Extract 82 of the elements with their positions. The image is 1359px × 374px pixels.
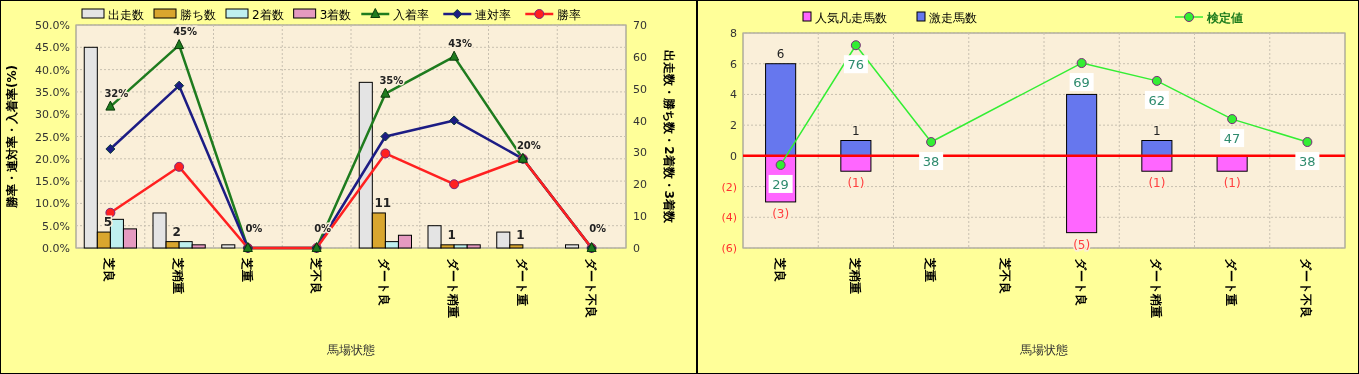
data-label: 0% bbox=[589, 223, 607, 234]
legend-label: 激走馬数 bbox=[929, 11, 977, 25]
y2-tick-label: 30 bbox=[633, 146, 647, 160]
y2-tick-label: 50 bbox=[633, 82, 647, 96]
data-label: 69 bbox=[1073, 75, 1090, 91]
y-tick-label: 20.0% bbox=[35, 152, 70, 166]
x-tick-label: ダート稍重 bbox=[446, 258, 461, 318]
data-label: 1 bbox=[1153, 123, 1161, 138]
data-label: 2 bbox=[172, 224, 181, 239]
y-tick-label: 8 bbox=[730, 27, 737, 40]
y2-tick-label: 10 bbox=[633, 210, 647, 224]
x-tick-label: 芝良 bbox=[772, 257, 787, 282]
data-label: (3) bbox=[772, 206, 790, 221]
x-tick-label: 芝稍重 bbox=[171, 257, 186, 294]
y-tick-label: 10.0% bbox=[35, 197, 70, 211]
x-tick-label: 芝重 bbox=[239, 257, 254, 282]
data-label: 1 bbox=[852, 123, 860, 138]
y2-tick-label: 20 bbox=[633, 178, 647, 192]
y-tick-label: 30.0% bbox=[35, 108, 70, 122]
legend-label: 出走数 bbox=[108, 8, 144, 22]
data-label: 45% bbox=[173, 26, 198, 38]
x-tick-label: 芝不良 bbox=[998, 257, 1013, 294]
data-label: 43% bbox=[448, 37, 473, 49]
data-label: 1 bbox=[516, 227, 525, 242]
y-tick-label: 2 bbox=[730, 119, 737, 133]
data-label: (1) bbox=[847, 176, 865, 191]
x-tick-label: ダート重 bbox=[514, 258, 529, 306]
x-tick-label: ダート良 bbox=[1073, 258, 1088, 306]
legend-label: 3着数 bbox=[319, 8, 352, 22]
y-tick-label: 25.0% bbox=[35, 130, 70, 144]
y-tick-label: 0 bbox=[730, 149, 737, 163]
y-tick-label: 6 bbox=[730, 57, 737, 71]
data-label: (1) bbox=[1223, 176, 1241, 191]
x-tick-label: ダート良 bbox=[377, 258, 392, 306]
y-tick-label: 15.0% bbox=[35, 175, 70, 189]
data-label: 35% bbox=[379, 74, 404, 86]
y-tick-label: 5.0% bbox=[42, 219, 70, 233]
y-tick-label: 45.0% bbox=[35, 41, 70, 55]
data-label: 62 bbox=[1148, 92, 1166, 108]
x-tick-label: ダート稍重 bbox=[1148, 258, 1163, 318]
data-label: (1) bbox=[1148, 176, 1166, 191]
data-label: 47 bbox=[1223, 131, 1241, 147]
x-tick-label: 芝稍重 bbox=[847, 257, 862, 294]
x-tick-label: 芝不良 bbox=[308, 257, 323, 294]
legend-label: 2着数 bbox=[252, 8, 284, 22]
data-label: 11 bbox=[374, 195, 392, 210]
x-tick-label: 芝良 bbox=[102, 257, 117, 282]
y-tick-label: 40.0% bbox=[35, 63, 70, 77]
y-tick-label: (2) bbox=[721, 180, 737, 194]
legend-label: 検定値 bbox=[1206, 11, 1243, 25]
y-tick-label: 50.0% bbox=[35, 19, 70, 32]
y2-axis-title: 出走数・勝ち数・2着数・3着数 bbox=[662, 50, 676, 224]
legend-label: 連対率 bbox=[475, 8, 512, 22]
data-label: 38 bbox=[922, 154, 940, 170]
y-tick-label: 0.0% bbox=[42, 242, 70, 255]
legend-label: 勝率 bbox=[557, 8, 582, 22]
y2-tick-label: 60 bbox=[633, 50, 647, 64]
data-label: 0% bbox=[245, 223, 263, 234]
y-tick-label: 35.0% bbox=[35, 85, 70, 99]
y-axis-title: 勝率・連対率・入着率(%) bbox=[5, 65, 19, 209]
x-tick-label: ダート不良 bbox=[583, 258, 598, 318]
data-label: 76 bbox=[847, 57, 865, 73]
data-label: (5) bbox=[1073, 237, 1091, 252]
y-tick-label: (6) bbox=[721, 242, 737, 255]
legend-label: 人気凡走馬数 bbox=[815, 11, 887, 25]
x-axis-title: 馬場状態 bbox=[326, 343, 375, 357]
y2-tick-label: 70 bbox=[633, 19, 647, 32]
y-tick-label: 4 bbox=[730, 88, 737, 102]
data-label: 38 bbox=[1299, 154, 1316, 170]
y2-tick-label: 0 bbox=[633, 242, 640, 255]
x-tick-label: 芝重 bbox=[923, 257, 938, 282]
legend-label: 入着率 bbox=[393, 8, 430, 22]
data-label: 20% bbox=[516, 139, 541, 151]
x-tick-label: ダート不良 bbox=[1299, 258, 1314, 318]
x-axis-title: 馬場状態 bbox=[1019, 343, 1068, 357]
data-label: 1 bbox=[447, 227, 456, 242]
data-label: 6 bbox=[776, 46, 785, 61]
y-tick-label: (4) bbox=[721, 211, 737, 225]
y2-tick-label: 40 bbox=[633, 114, 647, 128]
data-label: 29 bbox=[772, 176, 789, 192]
x-tick-label: ダート重 bbox=[1224, 258, 1239, 306]
legend-label: 勝ち数 bbox=[180, 8, 216, 22]
